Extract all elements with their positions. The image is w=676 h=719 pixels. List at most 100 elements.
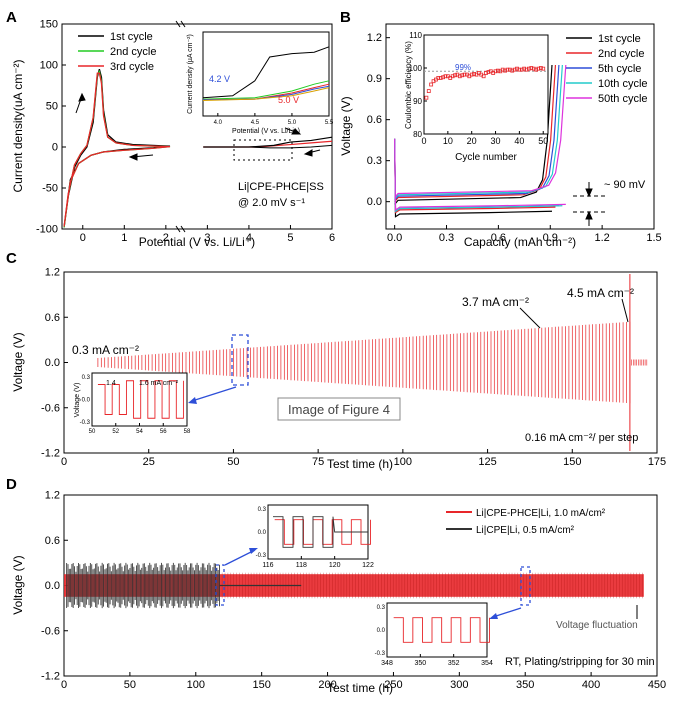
data-point [524,67,529,72]
legend-label: 2nd cycle [598,48,644,60]
x-tick-label: 50 [89,429,96,435]
y-tick-label: -1.2 [41,448,60,460]
panel-c: C 0 25 50 75 100 125 150 175 -1.2 -0.6 0.0 0.6 1.2 I… [6,250,666,471]
panel-d-legend: Li|CPE-PHCE|Li, 1.0 mA/cm² Li|CPE|Li, 0.… [446,508,606,536]
series-line [394,138,556,214]
x-tick-label: 350 [516,679,534,691]
data-point [496,68,500,73]
x-tick-label: 100 [187,679,205,691]
x-tick-label: 50 [538,136,548,146]
panel-d-inset-1: 116 118 120 122 0.3 0.0 -0.3 [256,504,374,569]
panel-d-highlight-box [520,566,531,606]
x-tick-label: 100 [394,456,412,468]
panel-d-ylabel: Voltage (V) [11,555,25,614]
data-point [472,72,476,76]
panel-c-inset-ylabel: Voltage (V) [74,383,81,418]
legend-label: 3rd cycle [110,61,154,73]
panel-c-signal [97,274,648,451]
y-tick-label: -50 [42,183,58,195]
data-point [512,67,517,72]
panel-b-legend: 1st cycle 2nd cycle 5th cycle 10th cycle 50t… [566,33,648,105]
panel-c-inset-frame [91,372,188,427]
panel-b-ylabel: Voltage (V) [339,96,353,155]
x-tick-label: 1.5 [646,232,661,244]
x-tick-label: 300 [450,679,468,691]
panel-b-voltage-gap [573,182,608,226]
x-tick-label: 0 [80,232,86,244]
data-point [510,68,515,73]
x-tick-label: 118 [296,562,307,569]
y-tick-label: -0.3 [375,651,386,657]
panel-a: A 0 1 2 3 4 5 6 -100 -50 0 50 100 150 1st cycle 2nd … [6,9,335,249]
y-tick-label: 1.2 [367,32,382,44]
legend-label: 5th cycle [598,63,641,75]
series-line [631,359,648,366]
y-tick-label: 0.0 [258,530,267,536]
y-tick-label: -100 [36,224,58,236]
x-tick-label: 348 [381,660,393,667]
y-tick-label: 0.6 [45,535,60,547]
x-tick-label: 54 [136,429,143,435]
panel-c-highlight-box [231,334,249,386]
y-tick-label: 0.6 [45,312,60,324]
data-point [531,66,536,71]
data-point [453,73,457,78]
panel-a-arrows [75,92,321,161]
panel-a-axis-break [175,20,186,233]
y-tick-label: -0.3 [80,420,91,426]
data-point [536,66,541,71]
x-tick-label: 56 [160,429,167,435]
panel-d-inset-series: 348 350 352 354 0.3 0.0 -0.3 [375,605,493,667]
data-point [484,71,488,75]
x-tick-label: 200 [318,679,336,691]
series-line [97,321,631,404]
data-point [426,89,431,93]
y-tick-label: 0.0 [45,357,60,369]
panel-b-inset-ref-label: 99% [455,63,471,72]
x-tick-label: 120 [329,562,341,569]
panel-c-inset-series: 50 52 54 56 58 0.3 0.0 -0.3 [80,375,191,435]
series-line [97,380,184,419]
y-tick-label: 0.0 [45,580,60,592]
y-tick-label: -0.3 [256,553,267,559]
data-point [527,66,531,71]
series-line [393,617,490,643]
data-point [534,67,538,72]
series-line [394,64,553,205]
x-tick-label: 50 [227,456,239,468]
x-tick-label: 75 [312,456,324,468]
panel-d-signal [64,562,644,609]
y-tick-label: 1.2 [45,490,60,502]
panel-a-letter: A [6,9,17,26]
panel-a-scan-rate: @ 2.0 mV s⁻¹ [238,197,305,209]
panel-b-gap-label: ~ 90 mV [604,179,646,191]
panel-a-inset-series: 4.0 4.5 5.0 5.5 [202,46,334,126]
y-tick-label: 0.0 [82,398,91,404]
panel-a-inset-xlabel: Potential (V vs. Li/Li⁺) [232,128,300,135]
panel-b-inset-series: 0 10 20 30 40 50 80 90 100 110 [409,31,549,146]
legend-label: Li|CPE|Li, 0.5 mA/cm² [476,525,575,536]
data-point [481,74,486,79]
series-line [394,64,567,198]
panel-b-inset-frame [423,34,549,135]
series-line [202,46,330,99]
panel-a-legend: 1st cycle 2nd cycle 3rd cycle [78,31,156,73]
data-point [538,66,543,70]
panel-c-leader [621,298,629,323]
series-line [66,562,220,609]
data-point [519,67,524,72]
data-point [507,67,512,72]
y-tick-label: 90 [413,97,422,106]
x-tick-label: 1.2 [594,232,609,244]
panel-a-frame [61,23,333,230]
data-point [500,67,505,72]
series-line [63,72,171,227]
x-tick-label: 0 [61,456,67,468]
panel-d-letter: D [6,476,17,493]
legend-label: 50th cycle [598,93,648,105]
panel-d-inset-series: 116 118 120 122 0.3 0.0 -0.3 [256,507,374,569]
data-point [469,72,474,77]
x-tick-label: 10 [443,136,453,146]
legend-label: 1st cycle [598,33,641,45]
